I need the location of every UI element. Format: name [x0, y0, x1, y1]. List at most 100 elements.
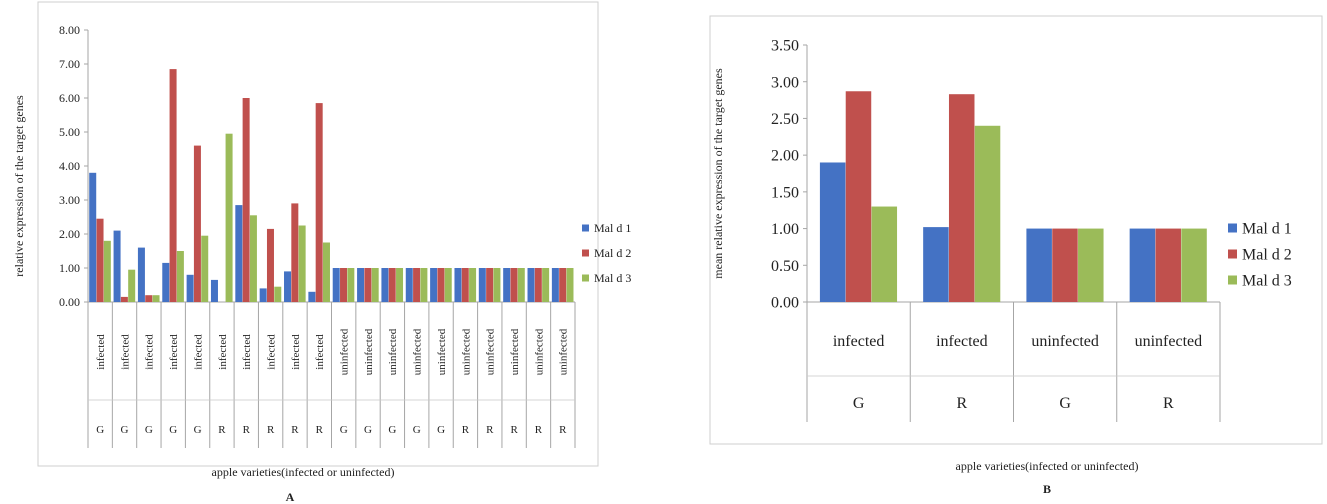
y-tick-label: 1.00: [59, 261, 80, 275]
bar-mal-d-1: [503, 268, 511, 302]
y-tick-label: 5.00: [59, 125, 80, 139]
legend-swatch-mal-d-1: [582, 224, 589, 232]
y-tick-label: 1.50: [771, 184, 799, 201]
x-category-variety: R: [957, 395, 968, 412]
bar-mal-d-2: [340, 268, 348, 302]
x-category-status: infected: [168, 334, 180, 370]
x-category-variety: G: [1059, 395, 1071, 412]
bar-mal-d-1: [381, 268, 389, 302]
bar-mal-d-2: [437, 268, 445, 302]
x-category-variety: R: [486, 424, 494, 436]
x-category-status: uninfected: [460, 328, 472, 375]
bar-mal-d-2: [388, 268, 396, 302]
bar-mal-d-1: [405, 268, 413, 302]
bar-mal-d-3: [974, 125, 1001, 303]
legend-label: Mal d 3: [1242, 273, 1292, 290]
bar-mal-d-1: [259, 288, 267, 302]
x-category-status: uninfected: [509, 328, 521, 375]
y-tick-label: 4.00: [59, 159, 80, 173]
bar-mal-d-1: [357, 268, 365, 302]
bar-mal-d-3: [347, 268, 355, 302]
bar-mal-d-1: [551, 268, 559, 302]
legend-swatch-mal-d-2: [582, 249, 589, 257]
bar-mal-d-2: [510, 268, 518, 302]
bar-mal-d-1: [430, 268, 438, 302]
bar-mal-d-3: [201, 235, 209, 302]
x-category-variety: R: [559, 424, 567, 436]
bar-mal-d-2: [169, 69, 177, 302]
bar-mal-d-3: [871, 206, 898, 302]
bar-mal-d-1: [89, 172, 97, 302]
bar-mal-d-1: [235, 205, 243, 302]
bar-mal-d-2: [559, 268, 567, 302]
x-category-variety: G: [853, 395, 865, 412]
x-category-variety: G: [169, 424, 177, 436]
chart-border: [709, 15, 1323, 445]
x-category-variety: G: [388, 424, 396, 436]
x-category-status: infected: [119, 334, 131, 370]
bar-mal-d-1: [284, 271, 292, 302]
x-category-status: infected: [290, 334, 302, 370]
legend-swatch-mal-d-3: [1228, 275, 1237, 285]
x-category-variety: R: [218, 424, 226, 436]
y-tick-label: 1.00: [771, 221, 799, 238]
bar-mal-d-3: [298, 225, 306, 302]
chart-panel-b: 0.00 0.50 1.00 1.50 2.00 2.50 3.00 3.50 infected…: [690, 0, 1327, 504]
x-category-variety: G: [340, 424, 348, 436]
legend-label: Mal d 2: [1242, 247, 1292, 264]
panel-label: A: [286, 490, 295, 504]
y-tick-label: 2.50: [771, 111, 799, 128]
x-category-status: infected: [95, 334, 107, 370]
y-tick-label: 8.00: [59, 23, 80, 37]
bar-mal-d-3: [274, 286, 282, 302]
y-tick-label: 0.00: [59, 295, 80, 309]
legend-label: Mal d 2: [594, 246, 631, 260]
x-category-variety: G: [194, 424, 202, 436]
x-category-status: infected: [265, 334, 277, 370]
bar-mal-d-1: [210, 279, 218, 302]
y-tick-label: 0.00: [771, 295, 799, 312]
bar-mal-d-3: [322, 242, 330, 302]
x-category-variety: R: [243, 424, 251, 436]
bar-mal-d-3: [249, 215, 257, 302]
x-axis-label: apple varieties(infected or uninfected): [212, 465, 395, 479]
x-category-status: infected: [936, 333, 988, 350]
x-category-variety: G: [121, 424, 129, 436]
bar-mal-d-2: [1155, 228, 1181, 302]
bar-mal-d-1: [923, 227, 949, 302]
bar-mal-d-3: [128, 269, 136, 302]
panel-label: B: [1043, 482, 1051, 496]
bar-mal-d-1: [478, 268, 486, 302]
bar-mal-d-2: [413, 268, 421, 302]
bar-mal-d-3: [469, 268, 477, 302]
bar-mal-d-1: [819, 162, 846, 302]
x-category-status: uninfected: [533, 328, 545, 375]
x-category-variety: R: [535, 424, 543, 436]
y-tick-label: 6.00: [59, 91, 80, 105]
x-category-variety: R: [267, 424, 275, 436]
x-category-variety: G: [145, 424, 153, 436]
bar-mal-d-2: [1052, 228, 1078, 302]
y-tick-label: 3.00: [59, 193, 80, 207]
bar-mal-d-2: [96, 218, 104, 302]
bar-mal-d-1: [527, 268, 535, 302]
x-category-status: infected: [192, 334, 204, 370]
bar-mal-d-3: [493, 268, 501, 302]
x-category-status: infected: [314, 334, 326, 370]
bar-mal-d-3: [1181, 228, 1207, 302]
bar-mal-d-3: [1078, 228, 1104, 302]
bar-mal-d-3: [566, 268, 574, 302]
x-category-status: uninfected: [363, 328, 375, 375]
bar-mal-d-3: [103, 240, 111, 302]
x-category-status: uninfected: [558, 328, 570, 375]
legend-label: Mal d 1: [594, 221, 631, 235]
y-axis-label: relative expression of the target genes: [12, 95, 26, 277]
bar-mal-d-1: [332, 268, 340, 302]
x-category-variety: G: [437, 424, 445, 436]
legend-label: Mal d 3: [594, 271, 631, 285]
chart-panel-a: 0.00 1.00 2.00 3.00 4.00 5.00 6.00 7.00 8.00 infe…: [0, 0, 640, 504]
bar-mal-d-1: [137, 247, 145, 302]
bar-mal-d-3: [396, 268, 404, 302]
bar-mal-d-2: [948, 94, 975, 302]
chart-a-svg: 0.00 1.00 2.00 3.00 4.00 5.00 6.00 7.00 8.00 infe…: [12, 1, 631, 504]
